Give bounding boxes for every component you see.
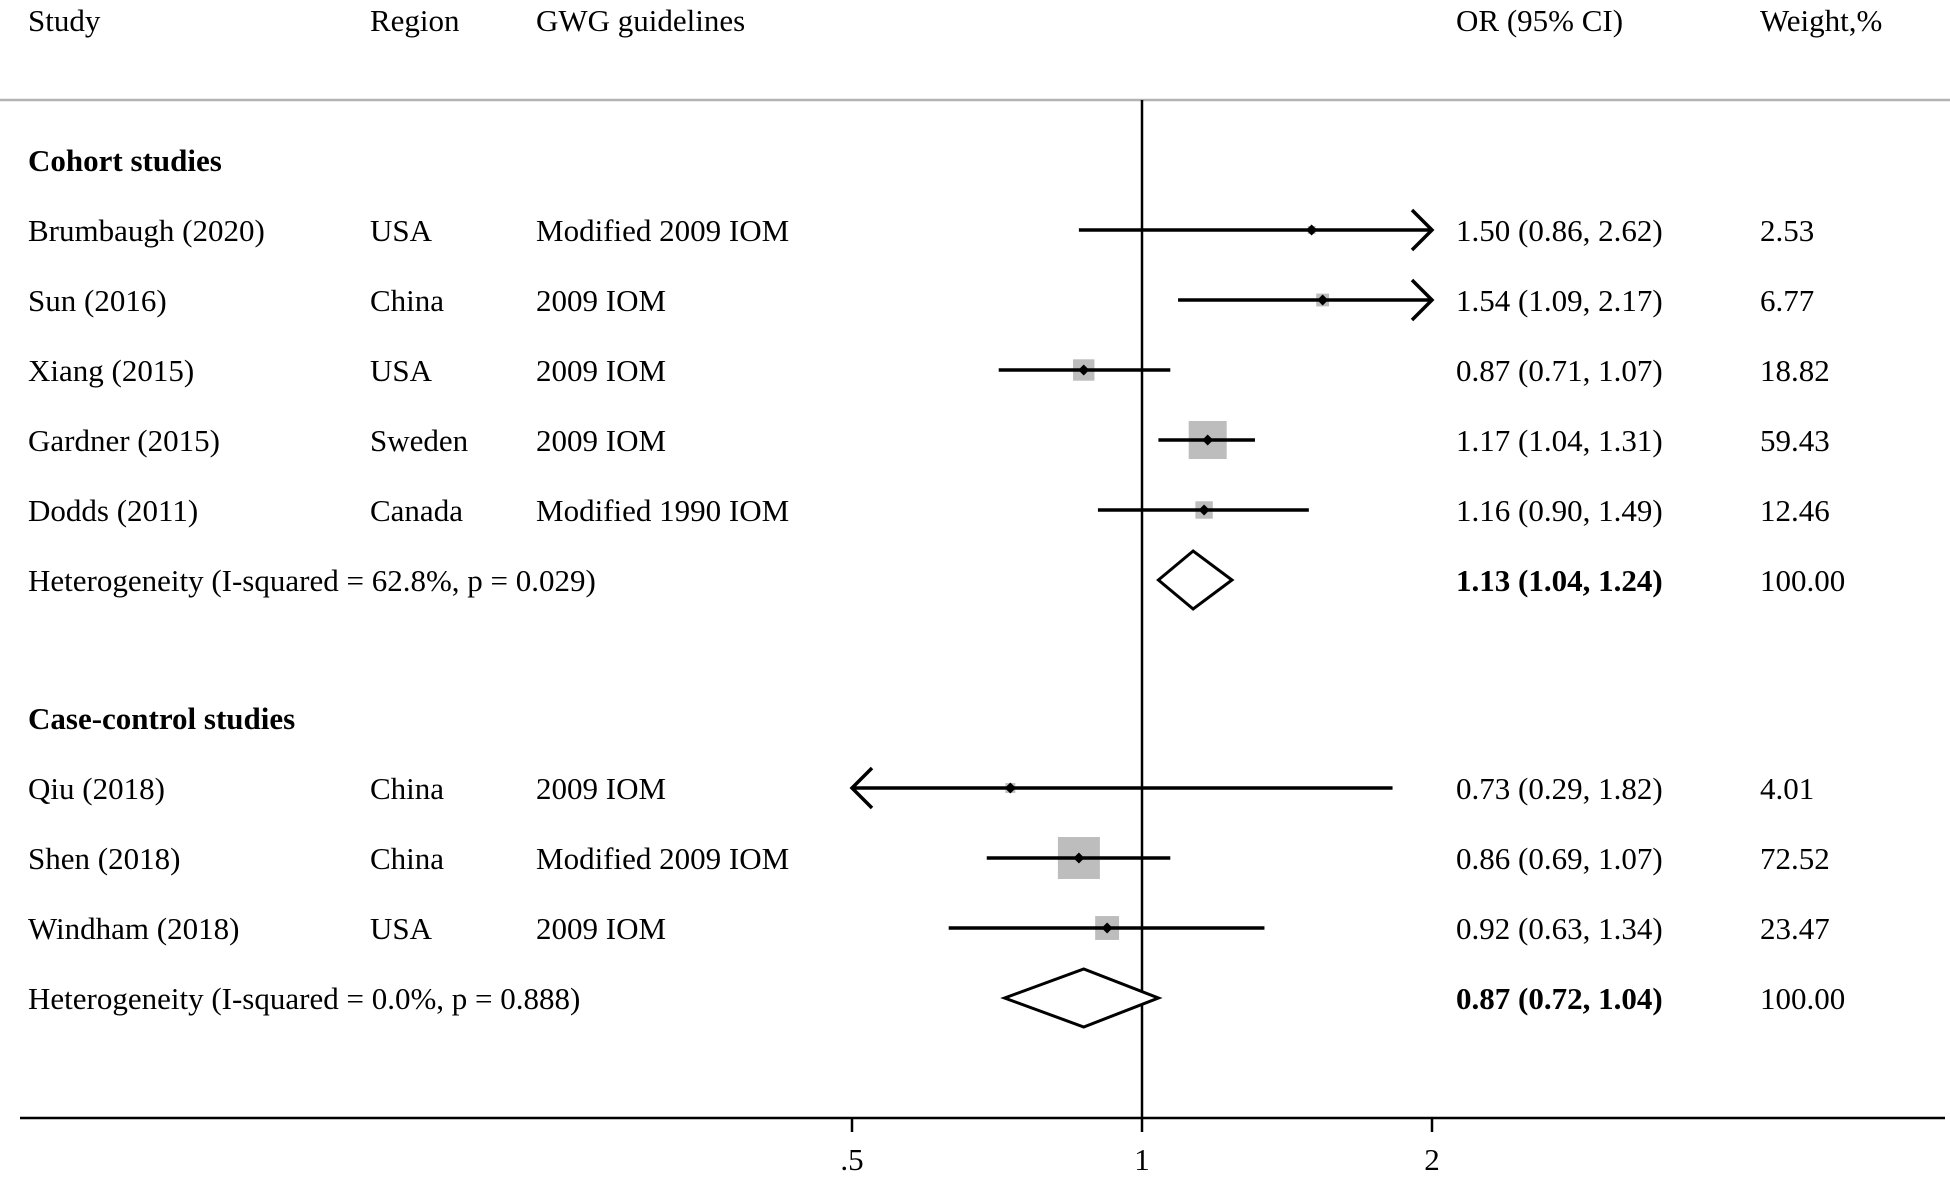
subgroup-label: Case-control studies (28, 701, 295, 736)
study-or-ci: 0.87 (0.71, 1.07) (1456, 353, 1663, 388)
study-weight: 18.82 (1760, 353, 1830, 388)
study-name: Gardner (2015) (28, 423, 220, 458)
point-estimate (1317, 294, 1329, 306)
study-guideline: Modified 2009 IOM (536, 213, 789, 248)
study-guideline: 2009 IOM (536, 911, 666, 946)
study-or-ci: 1.16 (0.90, 1.49) (1456, 493, 1663, 528)
header-or-ci: OR (95% CI) (1456, 3, 1623, 38)
pooled-diamond (1000, 967, 1163, 1029)
point-estimate (1202, 434, 1214, 446)
study-guideline: Modified 1990 IOM (536, 493, 789, 528)
point-estimate (1198, 504, 1210, 516)
point-estimate (1078, 364, 1090, 376)
study-region: China (370, 841, 444, 876)
point-estimate (1101, 922, 1113, 934)
ci-arrow-right (1410, 278, 1435, 322)
study-region: USA (370, 213, 433, 248)
study-weight: 2.53 (1760, 213, 1814, 248)
study-region: USA (370, 911, 433, 946)
study-or-ci: 0.73 (0.29, 1.82) (1456, 771, 1663, 806)
study-name: Sun (2016) (28, 283, 167, 318)
study-guideline: 2009 IOM (536, 283, 666, 318)
study-name: Windham (2018) (28, 911, 239, 946)
study-region: Sweden (370, 423, 469, 458)
heterogeneity-label: Heterogeneity (I-squared = 0.0%, p = 0.8… (28, 981, 580, 1016)
pooled-weight: 100.00 (1760, 981, 1845, 1016)
study-region: China (370, 771, 444, 806)
pooled-weight: 100.00 (1760, 563, 1845, 598)
study-guideline: 2009 IOM (536, 771, 666, 806)
study-name: Qiu (2018) (28, 771, 165, 806)
point-estimate (1306, 224, 1318, 236)
study-or-ci: 0.86 (0.69, 1.07) (1456, 841, 1663, 876)
study-name: Xiang (2015) (28, 353, 194, 388)
header-weight: Weight,% (1760, 3, 1882, 38)
study-weight: 23.47 (1760, 911, 1830, 946)
x-tick-label: 1 (1134, 1142, 1150, 1177)
pooled-diamond (1156, 549, 1235, 611)
header-region: Region (370, 3, 460, 38)
study-weight: 6.77 (1760, 283, 1814, 318)
study-region: China (370, 283, 444, 318)
study-weight: 4.01 (1760, 771, 1814, 806)
study-guideline: Modified 2009 IOM (536, 841, 789, 876)
study-guideline: 2009 IOM (536, 423, 666, 458)
study-or-ci: 1.50 (0.86, 2.62) (1456, 213, 1663, 248)
ci-arrow-right (1410, 208, 1435, 252)
study-or-ci: 1.54 (1.09, 2.17) (1456, 283, 1663, 318)
pooled-or-ci: 0.87 (0.72, 1.04) (1456, 981, 1663, 1016)
study-name: Dodds (2011) (28, 493, 198, 528)
study-weight: 59.43 (1760, 423, 1830, 458)
study-name: Shen (2018) (28, 841, 180, 876)
study-or-ci: 1.17 (1.04, 1.31) (1456, 423, 1663, 458)
heterogeneity-label: Heterogeneity (I-squared = 62.8%, p = 0.… (28, 563, 596, 598)
ci-arrow-left (849, 766, 874, 810)
study-name: Brumbaugh (2020) (28, 213, 265, 248)
study-weight: 72.52 (1760, 841, 1830, 876)
point-estimate (1073, 852, 1085, 864)
study-guideline: 2009 IOM (536, 353, 666, 388)
study-weight: 12.46 (1760, 493, 1830, 528)
x-tick-label: 2 (1424, 1142, 1440, 1177)
study-region: Canada (370, 493, 463, 528)
x-tick-label: .5 (840, 1142, 863, 1177)
subgroup-label: Cohort studies (28, 143, 222, 178)
study-region: USA (370, 353, 433, 388)
point-estimate (1004, 782, 1016, 794)
study-or-ci: 0.92 (0.63, 1.34) (1456, 911, 1663, 946)
pooled-or-ci: 1.13 (1.04, 1.24) (1456, 563, 1663, 598)
header-study: Study (28, 3, 101, 38)
header-guidelines: GWG guidelines (536, 3, 745, 38)
